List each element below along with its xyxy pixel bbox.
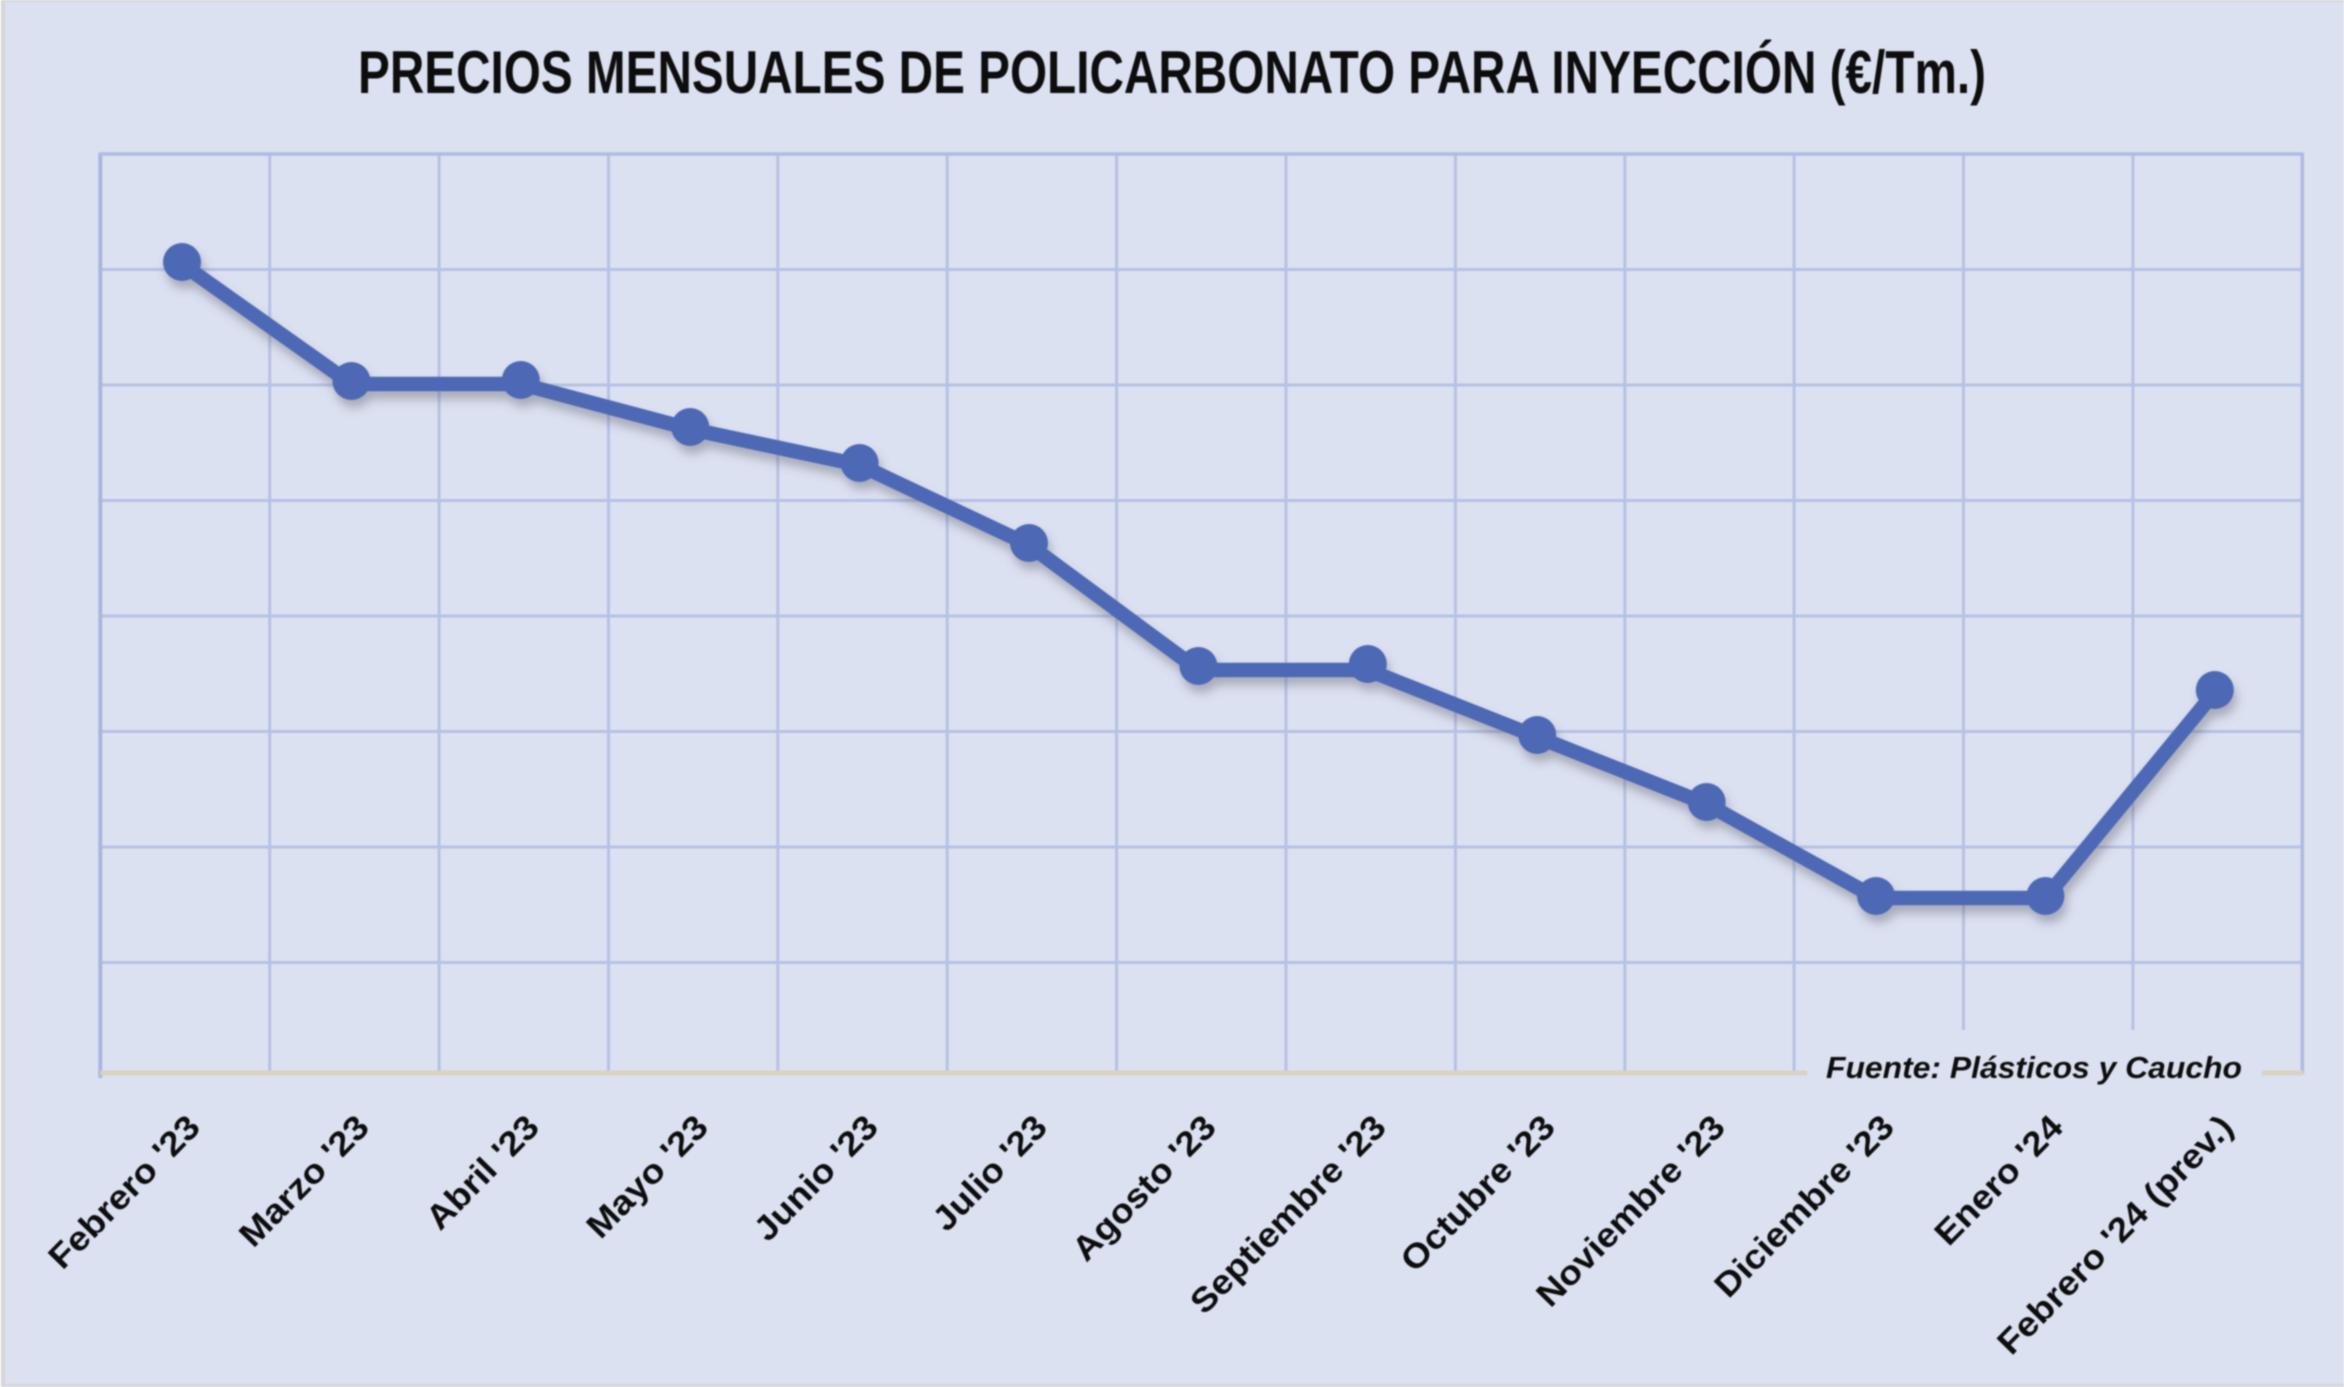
svg-text:PRECIOS MENSUALES DE POLICARBO: PRECIOS MENSUALES DE POLICARBONATO PARA … (358, 39, 1986, 106)
svg-text:Fuente: Plásticos y Caucho: Fuente: Plásticos y Caucho (1826, 1050, 2242, 1085)
